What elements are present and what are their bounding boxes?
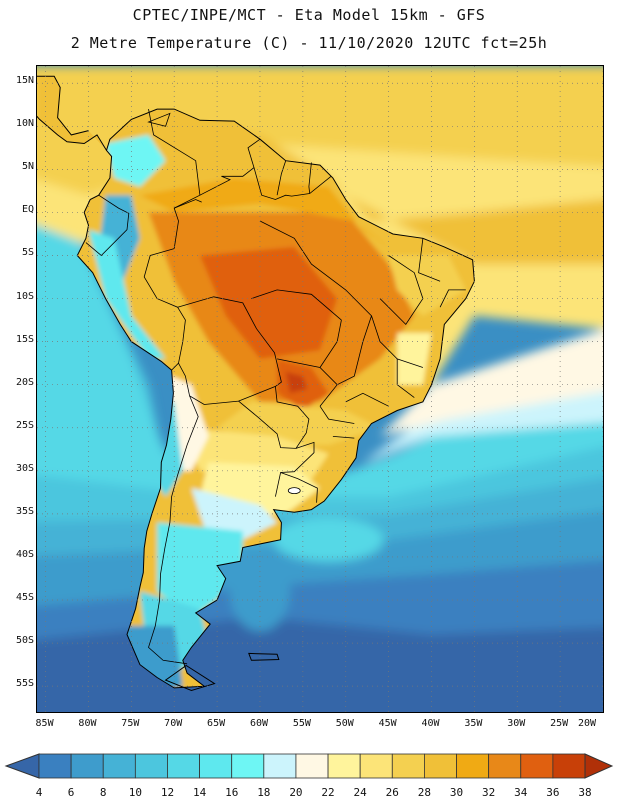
lon-label: 45W (378, 718, 397, 729)
lon-label: 25W (550, 718, 569, 729)
colorbar-tick-label: 8 (99, 786, 107, 799)
country-borders (85, 109, 466, 665)
colorbar-tick-label: 10 (128, 786, 142, 799)
lat-label: 15N (15, 75, 34, 87)
lon-label: 70W (164, 718, 183, 729)
colorbar-tick-label: 16 (225, 786, 239, 799)
lat-label: 40S (15, 548, 34, 560)
colorbar-tick-label: 14 (192, 786, 207, 799)
lon-label: 35W (464, 718, 483, 729)
lat-label: 35S (15, 505, 34, 517)
lat-label: 10N (15, 118, 34, 130)
lat-label: 10S (15, 290, 34, 302)
colorbar-tick-label: 24 (353, 786, 367, 799)
lat-label: 50S (15, 635, 34, 647)
colorbar-tick-label: 6 (67, 786, 75, 799)
lon-label: 60W (249, 718, 268, 729)
colorbar-tick-label: 28 (417, 786, 432, 799)
colorbar-tick-label: 22 (321, 786, 335, 799)
colorbar-tick-label: 20 (289, 786, 303, 799)
colorbar-tick-label: 18 (257, 786, 271, 799)
lon-label: 75W (121, 718, 140, 729)
lon-label: 55W (292, 718, 311, 729)
map-title-line1: CPTEC/INPE/MCT - Eta Model 15km - GFS (132, 6, 486, 24)
lon-label: 40W (421, 718, 440, 729)
lon-label: 30W (507, 718, 526, 729)
lon-label: 80W (78, 718, 97, 729)
lat-label: 30S (15, 462, 34, 474)
colorbar-tick-label: 26 (385, 786, 399, 799)
lat-label: 5S (21, 247, 34, 259)
colorbar-tick-label: 12 (160, 786, 175, 799)
lon-label: 50W (335, 718, 354, 729)
colorbar-tick-label: 38 (578, 786, 592, 799)
lat-label: 20S (15, 376, 34, 388)
colorbar-tick-label: 36 (546, 786, 560, 799)
lat-label: 45S (15, 592, 34, 604)
colorbar-tick-label: 4 (35, 786, 43, 799)
colorbar-tick-label: 32 (482, 786, 496, 799)
temperature-map (36, 65, 604, 713)
lat-label: 5N (21, 161, 34, 173)
map-title-line2: 2 Metre Temperature (C) - 11/10/2020 12U… (70, 34, 548, 52)
temperature-colorbar (4, 753, 614, 779)
lat-label: 15S (15, 333, 34, 345)
lat-label: EQ (21, 204, 34, 216)
lat-label: 55S (15, 678, 34, 690)
lon-label: 65W (207, 718, 226, 729)
lon-label: 85W (35, 718, 54, 729)
colorbar-tick-label: 34 (514, 786, 528, 799)
lon-label: 20W (577, 718, 597, 729)
lat-label: 25S (15, 419, 34, 431)
colorbar-tick-label: 30 (449, 786, 464, 799)
